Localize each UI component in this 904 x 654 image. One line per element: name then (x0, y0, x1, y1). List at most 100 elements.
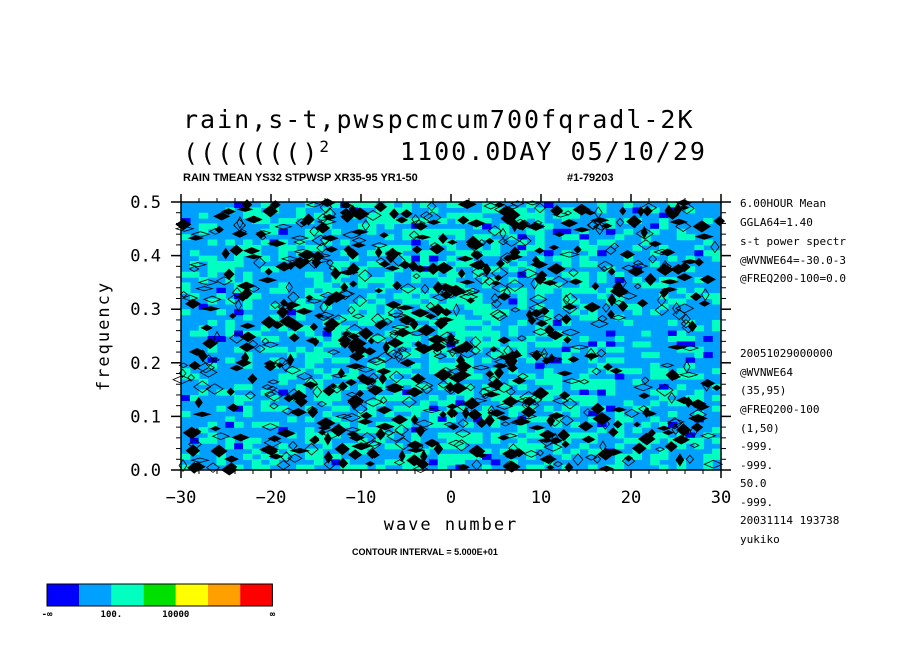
heatmap-cell (358, 277, 368, 283)
contour-mark (306, 405, 319, 414)
heatmap-cell (544, 341, 554, 348)
heatmap-cell (251, 330, 262, 337)
contour-mark (412, 273, 421, 280)
heatmap-cell (428, 228, 439, 235)
heatmap-cell (269, 266, 279, 273)
heatmap-cell (446, 244, 457, 251)
heatmap-cell (676, 336, 687, 342)
contour-mark (465, 287, 481, 295)
contour-mark (570, 344, 589, 350)
contour-mark (426, 262, 441, 276)
contour-mark (424, 313, 437, 320)
contour-mark (379, 232, 389, 239)
heatmap-cell (366, 223, 377, 230)
heatmap-cell (561, 453, 572, 460)
heatmap-cell (358, 384, 368, 391)
heatmap-cell (685, 362, 696, 369)
heatmap-cell (694, 346, 704, 353)
heatmap-cell (685, 234, 696, 241)
contour-mark (703, 459, 724, 469)
contour-mark (326, 349, 341, 355)
heatmap-cell (570, 448, 580, 455)
contour-mark (600, 265, 608, 273)
heatmap-cell (393, 459, 403, 466)
heatmap-cell (393, 293, 403, 300)
contour-mark (304, 442, 319, 456)
contour-mark (674, 220, 692, 232)
heatmap-cell (269, 421, 279, 428)
heatmap-cell (349, 255, 359, 262)
contour-mark (567, 356, 580, 363)
contour-mark (364, 210, 382, 221)
contour-mark (664, 204, 674, 217)
heatmap-cell (198, 223, 209, 230)
heatmap-cell (304, 448, 315, 455)
heatmap-cell (614, 411, 625, 417)
heatmap-cell (632, 341, 642, 348)
heatmap-cell (614, 373, 625, 380)
heatmap-cell (331, 459, 341, 466)
heatmap-cell (411, 228, 421, 235)
title-line-2-right: 1100.0DAY 05/10/29 (400, 137, 707, 166)
colorbar-label: 100. (101, 610, 123, 620)
heatmap-cell (641, 341, 651, 348)
contour-mark (557, 428, 571, 442)
heatmap-cell (234, 443, 244, 450)
heatmap-cell (455, 250, 465, 257)
heatmap-cell (685, 336, 696, 342)
heatmap-cell (694, 244, 704, 251)
heatmap-cell (588, 411, 598, 417)
contour-mark (394, 437, 413, 451)
contour-mark (400, 209, 413, 219)
colorbar-label: ∞ (270, 610, 276, 620)
contour-mark (433, 353, 448, 360)
heatmap-cell (685, 346, 696, 353)
heatmap-cell (384, 443, 395, 450)
heatmap-cell (384, 395, 395, 401)
heatmap-cell (526, 266, 536, 273)
contour-mark (374, 288, 384, 294)
contour-mark (667, 391, 676, 404)
heatmap-cell (526, 228, 536, 235)
heatmap-cell (464, 319, 474, 326)
contour-mark (655, 383, 674, 397)
heatmap-cell (579, 271, 589, 278)
heatmap-cell (473, 416, 483, 423)
heatmap-cell (402, 218, 412, 225)
heatmap-cell (225, 325, 235, 332)
heatmap-cell (464, 453, 474, 460)
contour-mark (561, 440, 570, 449)
heatmap-cell (375, 378, 386, 385)
contour-mark (213, 330, 221, 345)
heatmap-cell (181, 368, 191, 375)
heatmap-cell (535, 212, 545, 219)
heatmap-cell (287, 309, 297, 316)
contour-mark (631, 442, 647, 455)
heatmap-cell (712, 250, 722, 257)
heatmap-cell (482, 282, 492, 289)
heatmap-cell (428, 255, 439, 262)
contour-mark (267, 239, 287, 247)
heatmap-cell (260, 255, 271, 262)
heatmap-cell (278, 250, 288, 257)
heatmap-cell (428, 411, 439, 417)
heatmap-cell (420, 202, 430, 208)
heatmap-cell (552, 416, 563, 423)
heatmap-cell (225, 266, 235, 273)
heatmap-cell (464, 212, 474, 219)
contour-mark (323, 458, 337, 470)
heatmap-cell (402, 293, 412, 300)
heatmap-cell (313, 357, 324, 364)
heatmap-cell (313, 384, 324, 391)
contour-mark (619, 277, 627, 289)
contour-mark (465, 383, 476, 392)
contour-mark (328, 383, 338, 389)
heatmap-cell (340, 325, 350, 332)
heatmap-cell (535, 443, 545, 450)
heatmap-cell (570, 309, 580, 316)
contour-mark (635, 227, 654, 240)
contour-mark (599, 440, 607, 453)
heatmap-cell (455, 453, 465, 460)
heatmap-cell (446, 416, 457, 423)
heatmap-cell (198, 437, 209, 444)
